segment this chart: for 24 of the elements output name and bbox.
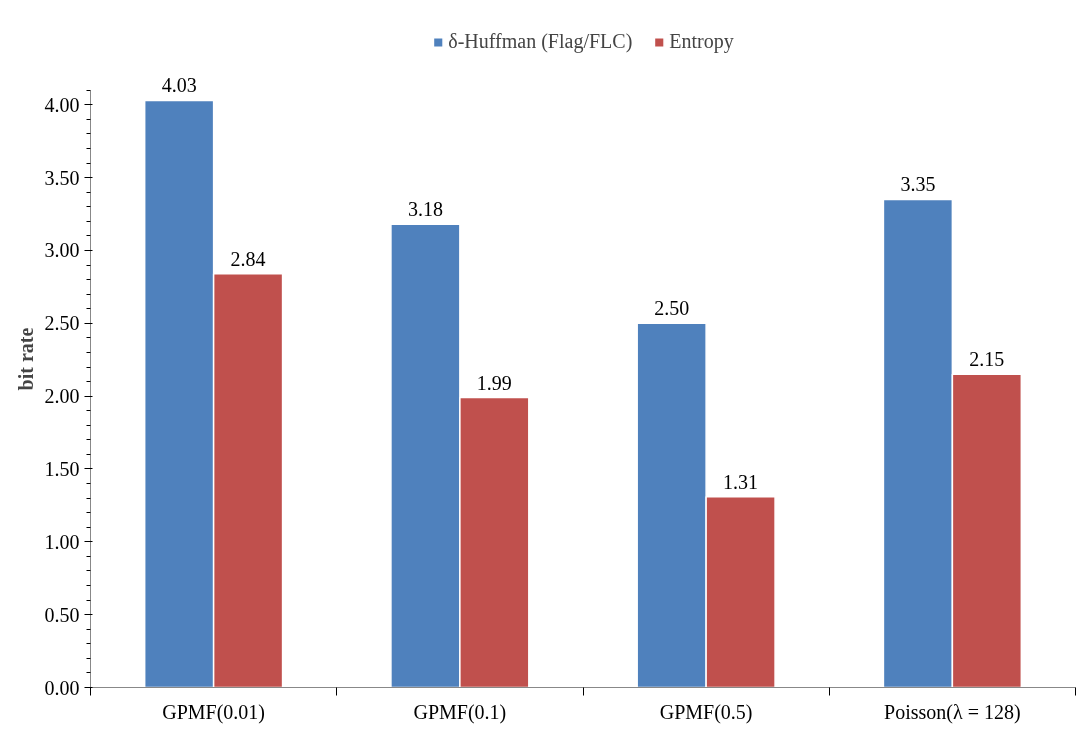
y-tick-label: 3.00 xyxy=(44,239,80,262)
legend-label: Entropy xyxy=(669,30,734,53)
legend-label: δ-Huffman (Flag/FLC) xyxy=(448,30,633,53)
x-tick-label: Poisson(λ = 128) xyxy=(884,700,1021,724)
y-tick-label: 0.50 xyxy=(44,603,80,626)
y-tick-label: 2.50 xyxy=(44,312,80,335)
y-axis-title: bit rate xyxy=(14,327,37,391)
y-tick-label: 2.00 xyxy=(44,385,80,408)
data-label: 2.50 xyxy=(654,297,690,320)
data-label: 2.84 xyxy=(230,247,266,270)
data-label: 1.99 xyxy=(476,371,512,394)
y-tick-label: 1.50 xyxy=(44,457,80,480)
x-tick-label: GPMF(0.1) xyxy=(413,700,507,724)
y-tick-label: 1.00 xyxy=(44,530,80,553)
y-tick-label: 4.00 xyxy=(44,93,80,116)
data-label: 3.35 xyxy=(900,173,936,196)
data-label: 1.31 xyxy=(723,470,759,493)
data-label: 2.15 xyxy=(969,348,1005,371)
x-tick-label: GPMF(0.01) xyxy=(162,700,266,724)
y-tick-label: 0.00 xyxy=(44,676,80,699)
x-tick-label: GPMF(0.5) xyxy=(659,700,753,724)
data-label: 4.03 xyxy=(161,74,197,97)
data-label: 3.18 xyxy=(407,198,443,221)
y-tick-label: 3.50 xyxy=(44,166,80,189)
